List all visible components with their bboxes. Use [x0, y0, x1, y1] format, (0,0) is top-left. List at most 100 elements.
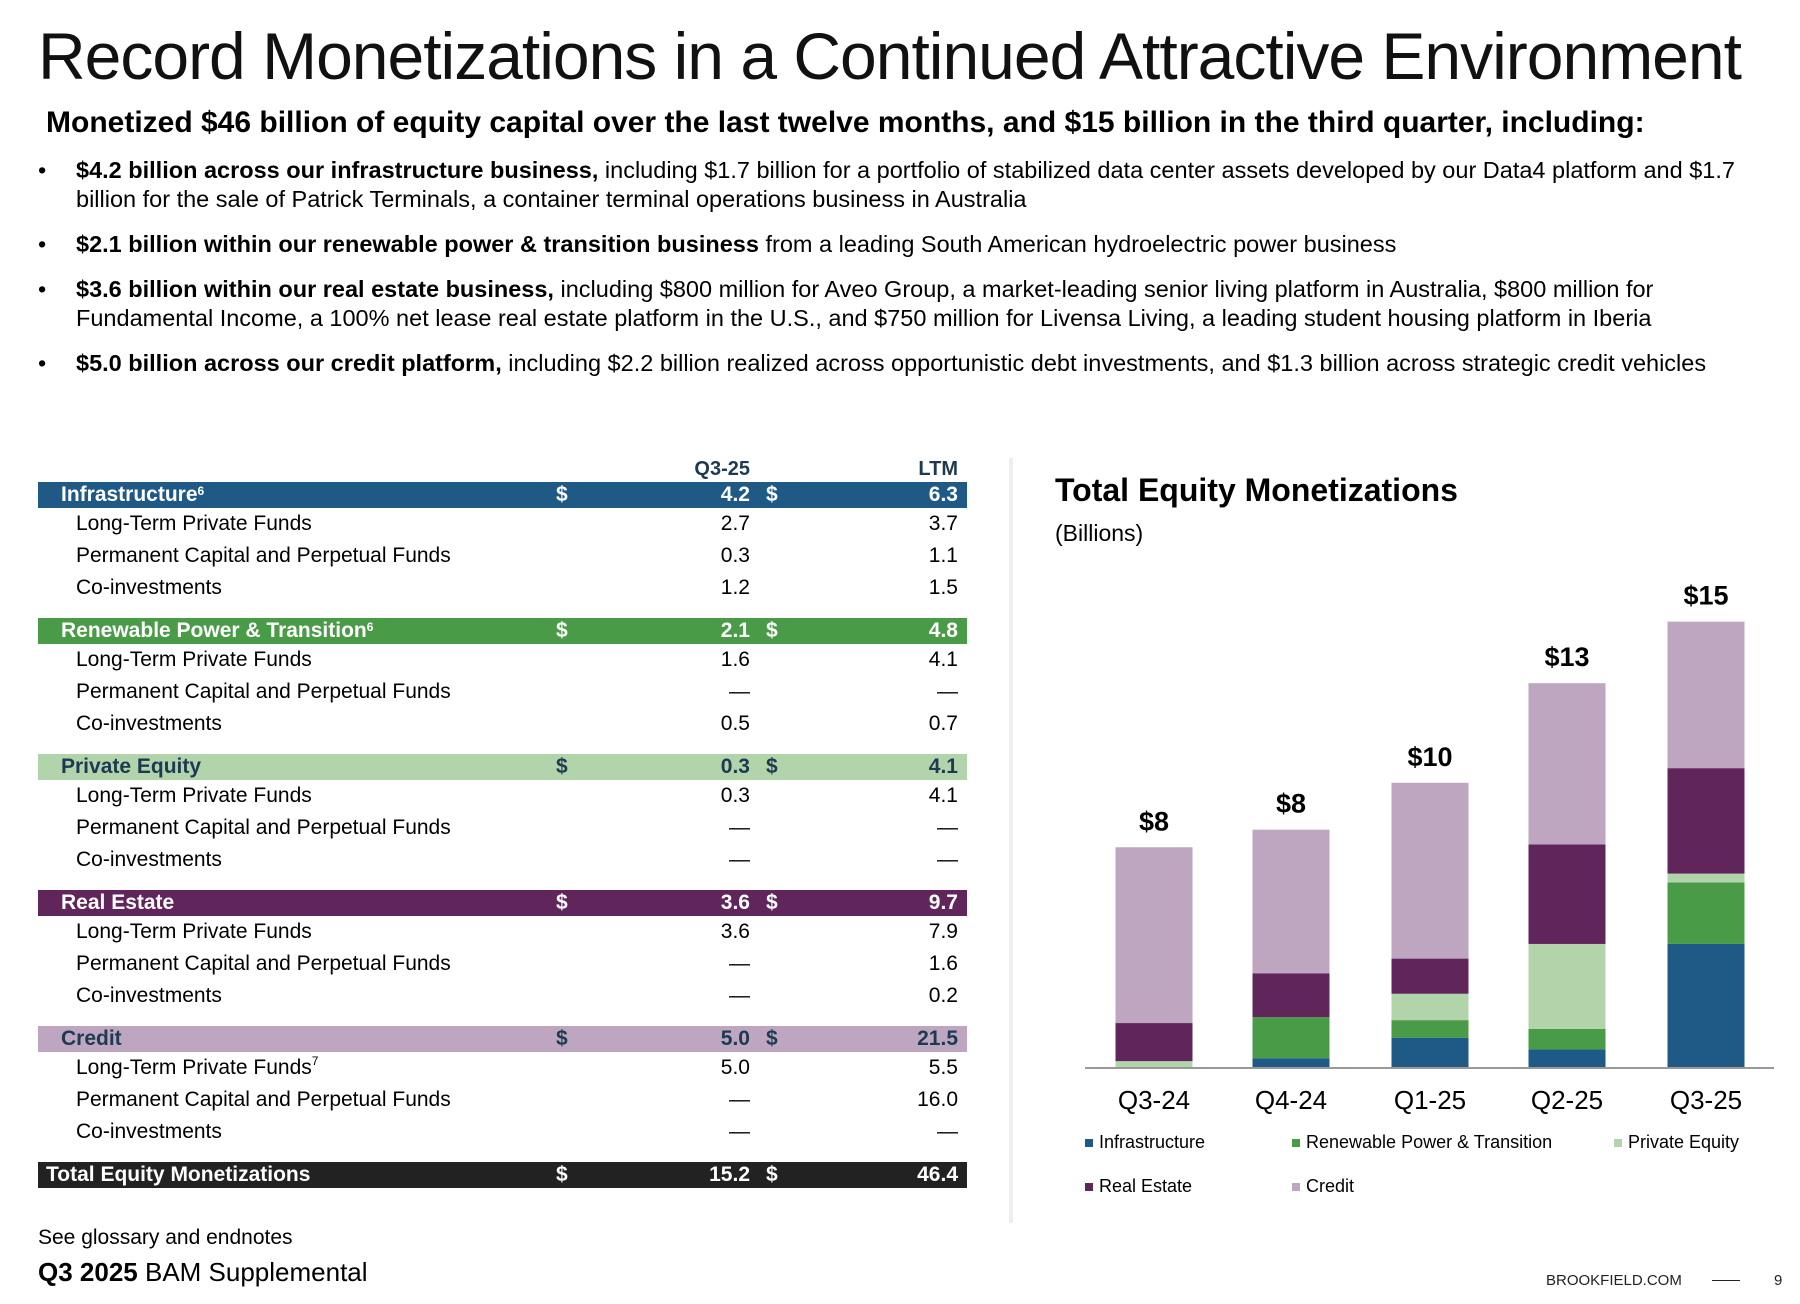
bar-segment-real-estate [1667, 768, 1745, 874]
bar-total-label: $8 [1139, 806, 1169, 836]
bar-segment-credit [1391, 782, 1469, 959]
row-label: Co-investments [76, 848, 222, 871]
bullet-item: • $5.0 billion across our credit platform… [38, 349, 1778, 378]
q3-value: 2.7 [720, 512, 750, 535]
bullet-list: • $4.2 billion across our infrastructure … [38, 156, 1778, 394]
legend-item: Renewable Power & Transition [1292, 1132, 1552, 1153]
bullet-dot: • [38, 276, 47, 302]
table-row: Long-Term Private Funds 2.7 3.7 [38, 508, 967, 540]
table-row: Permanent Capital and Perpetual Funds — … [38, 1084, 967, 1116]
bar-segment-real-estate [1252, 973, 1330, 1018]
bullet-item: • $3.6 billion within our real estate bus… [38, 275, 1778, 333]
q3-total: 15.2 [709, 1163, 750, 1186]
section-name: Infrastructure [61, 483, 198, 506]
row-label: Co-investments [76, 984, 222, 1007]
legend-label: Private Equity [1628, 1132, 1740, 1152]
currency: $ [766, 1163, 778, 1186]
table-row: Long-Term Private Funds 1.6 4.1 [38, 644, 967, 676]
bullet-lead: $5.0 billion across our credit platform, [76, 350, 502, 376]
currency: $ [556, 619, 568, 642]
bar-segment-infrastructure [1667, 943, 1745, 1067]
table-header: Q3-25 LTM [38, 458, 967, 482]
report-title: BAM Supplemental [137, 1257, 368, 1287]
q3-value: — [729, 680, 750, 703]
section-row: Credit $ 5.0 $ 21.5 [38, 1026, 967, 1052]
ltm-value: 4.8 [928, 619, 958, 642]
ltm-value: — [937, 816, 958, 839]
bar-segment-renewable-power-transition [1252, 1017, 1330, 1059]
page-title: Record Monetizations in a Continued Attr… [38, 19, 1742, 93]
endnote-ref: 6 [197, 484, 205, 498]
chart-subtitle: (Billions) [1055, 520, 1144, 546]
total-label: Total Equity Monetizations [46, 1163, 311, 1186]
section-row: Real Estate $ 3.6 $ 9.7 [38, 890, 967, 916]
row-label: Co-investments [76, 712, 222, 735]
ltm-value: 1.5 [928, 576, 958, 599]
section-row: Infrastructure6 $ 4.2 $ 6.3 [38, 482, 967, 508]
bullet-body: including $2.2 billion realized across o… [501, 350, 1707, 376]
bullet-text: $5.0 billion across our credit platform,… [76, 349, 1706, 378]
endnote-ref: 6 [366, 620, 374, 634]
footnote: See glossary and endnotes [38, 1226, 293, 1249]
table-row: Co-investments — 0.2 [38, 980, 967, 1012]
q3-value: 3.6 [720, 920, 750, 943]
table-row: Long-Term Private Funds 0.3 4.1 [38, 780, 967, 812]
ltm-value: 4.1 [928, 784, 958, 807]
bullet-text: $2.1 billion within our renewable power … [76, 230, 1396, 259]
row-label: Co-investments [76, 576, 222, 599]
bullet-text: $3.6 billion within our real estate busi… [76, 275, 1778, 333]
bullet-lead: $2.1 billion within our renewable power … [76, 231, 759, 257]
bar-segment-private-equity [1528, 943, 1606, 1029]
q3-value: 0.3 [720, 784, 750, 807]
bar-segment-private-equity [1667, 873, 1745, 883]
divider [1009, 458, 1013, 1223]
brand-link[interactable]: BROOKFIELD.COM [1546, 1272, 1682, 1289]
currency: $ [766, 483, 778, 506]
ltm-value: — [937, 680, 958, 703]
report-quarter: Q3 2025 [38, 1257, 138, 1287]
endnote-ref: 7 [311, 1054, 319, 1068]
q3-value: — [729, 848, 750, 871]
row-label: Long-Term Private Funds [76, 1056, 312, 1079]
ltm-value: 0.2 [928, 984, 958, 1007]
ltm-value: — [937, 1120, 958, 1143]
page-subtitle: Monetized $46 billion of equity capital … [46, 106, 1645, 139]
bar-segment-renewable-power-transition [1667, 882, 1745, 944]
section-row: Private Equity $ 0.3 $ 4.1 [38, 754, 967, 780]
q3-value: 2.1 [720, 619, 750, 642]
table-row: Long-Term Private Funds7 5.0 5.5 [38, 1052, 967, 1084]
ltm-value: 1.6 [928, 952, 958, 975]
table-row: Permanent Capital and Perpetual Funds — … [38, 948, 967, 980]
bullet-lead: $3.6 billion within our real estate busi… [76, 276, 554, 302]
row-label: Permanent Capital and Perpetual Funds [76, 544, 451, 567]
q3-value: 5.0 [720, 1027, 750, 1050]
q3-value: 0.3 [720, 544, 750, 567]
col-ltm-header: LTM [918, 458, 958, 480]
ltm-value: 5.5 [928, 1056, 958, 1079]
table-row: Co-investments 1.2 1.5 [38, 572, 967, 604]
ltm-value: — [937, 848, 958, 871]
ltm-value: 4.1 [928, 648, 958, 671]
section-row: Renewable Power & Transition6 $ 2.1 $ 4.… [38, 618, 967, 644]
bar-segment-renewable-power-transition [1528, 1028, 1606, 1050]
row-label: Long-Term Private Funds [76, 920, 312, 943]
row-label: Long-Term Private Funds [76, 512, 312, 535]
currency: $ [556, 1163, 568, 1186]
chart-title: Total Equity Monetizations [1055, 472, 1458, 508]
bullet-body: including $800 million for Aveo Group, a… [76, 276, 1654, 331]
legend-item: Real Estate [1085, 1176, 1192, 1197]
currency: $ [766, 891, 778, 914]
table-row: Permanent Capital and Perpetual Funds — … [38, 812, 967, 844]
legend-swatch [1085, 1182, 1093, 1191]
bar-total-label: $10 [1407, 742, 1452, 772]
bar-segment-credit [1252, 829, 1330, 974]
ltm-value: 7.9 [928, 920, 958, 943]
legend-swatch [1614, 1138, 1622, 1147]
row-label: Long-Term Private Funds [76, 784, 312, 807]
bar-total-label: $15 [1683, 581, 1728, 611]
row-label: Long-Term Private Funds [76, 648, 312, 671]
bar-segment-credit [1528, 683, 1606, 845]
currency: $ [556, 891, 568, 914]
q3-value: 1.6 [720, 648, 750, 671]
row-label: Permanent Capital and Perpetual Funds [76, 680, 451, 703]
